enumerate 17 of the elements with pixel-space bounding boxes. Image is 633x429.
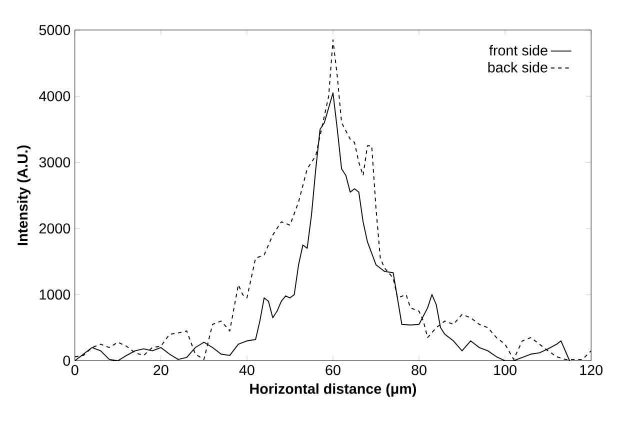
y-tick-label: 2000	[39, 223, 70, 234]
y-tick-label: 4000	[39, 91, 70, 102]
legend-label: front side	[489, 45, 548, 56]
x-tick-label: 20	[154, 365, 168, 376]
x-tick-label: 100	[494, 365, 516, 376]
y-tick-label: 5000	[39, 25, 70, 36]
x-tick-label: 80	[412, 365, 426, 376]
y-tick-label: 3000	[39, 157, 70, 168]
x-tick-label: 120	[580, 365, 603, 376]
y-tick-label: 0	[63, 356, 70, 366]
y-tick-label: 1000	[40, 290, 70, 300]
y-axis-title: Intensity (A.U.)	[17, 146, 31, 246]
legend-label: back side	[488, 62, 548, 73]
x-tick-label: 0	[71, 365, 78, 376]
x-tick-label: 40	[239, 365, 254, 376]
x-axis-title: Horizontal distance (μm)	[250, 383, 416, 397]
x-tick-label: 60	[326, 365, 340, 376]
